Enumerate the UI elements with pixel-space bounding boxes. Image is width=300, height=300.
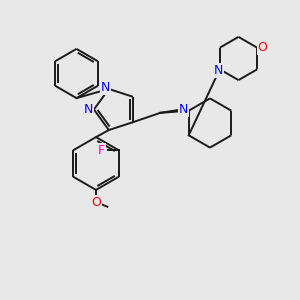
Text: O: O [91,196,101,209]
Text: O: O [258,41,268,54]
Text: N: N [178,103,188,116]
Text: N: N [84,103,93,116]
Text: N: N [214,64,223,77]
Text: N: N [100,81,110,94]
Text: F: F [98,144,105,157]
